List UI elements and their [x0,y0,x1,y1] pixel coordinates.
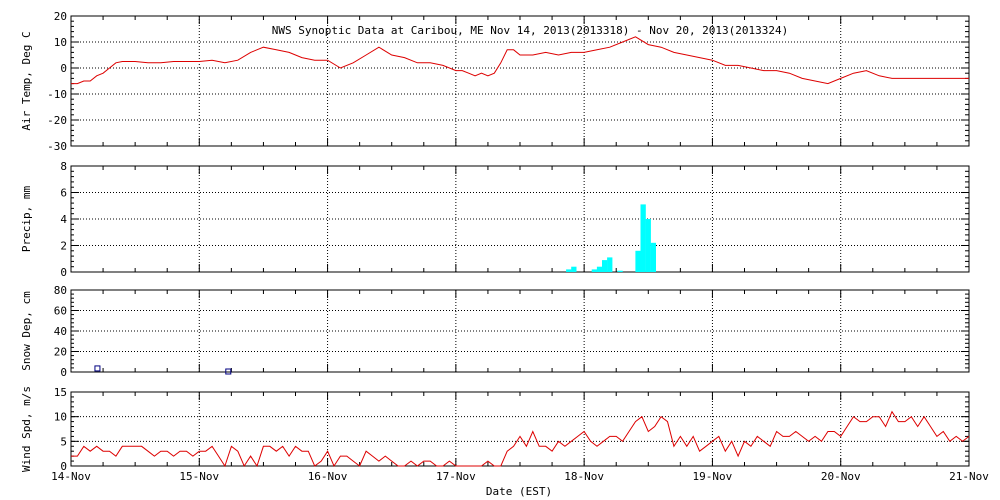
y-tick-label: 0 [60,460,67,473]
x-tick-label: 20-Nov [821,470,861,483]
y-tick-label: 10 [54,411,67,424]
precip-bar [635,250,641,272]
y-tick-label: -20 [47,114,67,127]
panel-3: 80 60 40 20 0 Snow Dep, cm [20,284,970,379]
precip-bar [645,219,651,272]
y-tick-label: -30 [47,140,67,153]
x-tick-label: 14-Nov [51,470,91,483]
precip-bar [617,270,623,272]
precip-bar [571,266,577,272]
y-tick-label: 15 [54,386,67,399]
panel-1: 20 10 0 -10 -20 -30 Air Temp, Deg C [20,10,970,153]
y-tick-label: 2 [60,240,67,253]
x-tick-label: 16-Nov [308,470,348,483]
panel-frame [70,391,970,467]
precip-bar [650,242,656,272]
precip-bar [596,266,603,272]
snow-depth-point [94,365,101,372]
y-tick-label: 60 [54,305,67,318]
precip-bar [591,269,597,272]
precip-bar [640,204,646,272]
panel-4: 15 10 5 0 Wind Spd, m/s [20,386,970,473]
x-tick-label: 17-Nov [436,470,476,483]
chart-title: NWS Synoptic Data at Caribou, ME Nov 14,… [272,24,789,37]
series-line [71,36,969,85]
y-axis-label: Snow Dep, cm [20,291,33,371]
y-tick-label: -10 [47,88,67,101]
x-tick-label: 19-Nov [693,470,733,483]
y-tick-label: 8 [60,160,67,173]
y-tick-label: 4 [60,213,67,226]
x-tick-label: 15-Nov [179,470,219,483]
panel-frame [70,289,970,373]
y-tick-label: 20 [54,346,67,359]
y-axis-label: Wind Spd, m/s [20,386,33,472]
x-tick-label: 21-Nov [949,470,989,483]
snow-depth-point [225,368,232,375]
y-tick-label: 80 [54,284,67,297]
y-tick-label: 5 [60,435,67,448]
panel-2: 8 6 4 2 0 Precip, mm [20,160,970,279]
y-tick-label: 0 [60,366,67,379]
precip-bar [566,269,572,272]
y-tick-label: 20 [54,10,67,23]
y-axis-label: Air Temp, Deg C [20,31,33,130]
precip-bar [607,257,613,272]
y-axis-label: Precip, mm [20,186,33,253]
precip-bar [602,260,608,272]
y-tick-label: 40 [54,325,67,338]
y-tick-label: 10 [54,36,67,49]
x-tick-label: 18-Nov [564,470,604,483]
panel-frame [70,165,970,273]
x-axis-label: Date (EST) [486,485,552,498]
y-tick-label: 0 [60,62,67,75]
y-tick-label: 6 [60,187,67,200]
series-line [71,410,970,468]
y-tick-label: 0 [60,266,67,279]
